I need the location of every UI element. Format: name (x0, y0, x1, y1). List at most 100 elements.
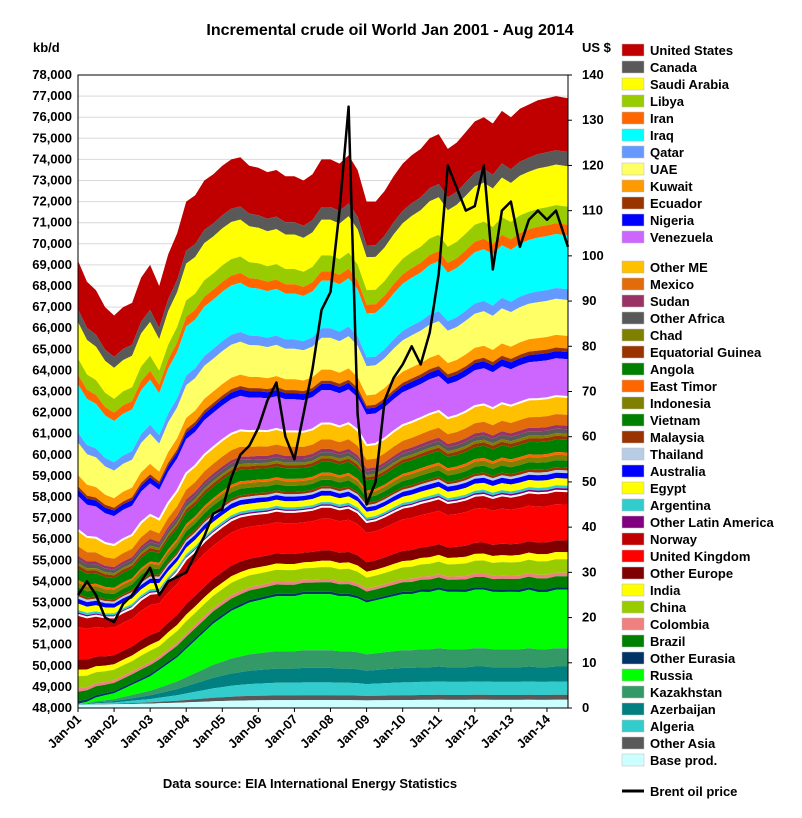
right-tick-label: 0 (582, 700, 589, 715)
legend-swatch (621, 413, 645, 427)
legend-label: Base prod. (650, 753, 717, 768)
left-tick-label: 50,000 (32, 658, 72, 673)
right-tick-label: 10 (582, 655, 596, 670)
legend-label: Other Eurasia (650, 651, 736, 666)
legend-label: Other Asia (650, 736, 716, 751)
legend-swatch (621, 294, 645, 308)
left-tick-label: 72,000 (32, 194, 72, 209)
legend-swatch (621, 179, 645, 193)
legend-swatch (621, 549, 645, 563)
legend-label: Russia (650, 668, 693, 683)
legend-swatch (621, 600, 645, 614)
left-tick-label: 75,000 (32, 130, 72, 145)
area-separator-line (77, 395, 569, 547)
brent-price-line (76, 105, 570, 624)
right-tick-label: 50 (582, 474, 596, 489)
legend-swatch (621, 345, 645, 359)
left-tick-label: 55,000 (32, 552, 72, 567)
area-nigeria (78, 351, 568, 517)
legend-label: Saudi Arabia (650, 77, 730, 92)
left-tick-label: 57,000 (32, 510, 72, 525)
area-mexico (78, 414, 568, 568)
legend: United States Canada Saudi Arabia Libya Iran… (621, 43, 775, 799)
legend-label: Nigeria (650, 213, 695, 228)
legend-label: Qatar (650, 145, 684, 160)
left-tick-label: 66,000 (32, 320, 72, 335)
right-tick-label: 60 (582, 429, 596, 444)
legend-label: Algeria (650, 719, 695, 734)
area-kuwait (78, 334, 568, 508)
chart-title: Incremental crude oil World Jan 2001 - A… (206, 22, 573, 39)
legend-label: Colombia (650, 617, 710, 632)
legend-label: Sudan (650, 294, 690, 309)
left-tick-label: 63,000 (32, 384, 72, 399)
legend-swatch (621, 43, 645, 57)
area-other-asia (78, 694, 568, 705)
legend-label: Norway (650, 532, 698, 547)
area-iraq (78, 234, 568, 463)
area-other-me (78, 396, 568, 559)
legend-label: Angola (650, 362, 695, 377)
legend-swatch (621, 736, 645, 750)
legend-label: Argentina (650, 498, 711, 513)
right-tick-label: 70 (582, 384, 596, 399)
area-norway (78, 490, 568, 629)
legend-label: Brazil (650, 634, 685, 649)
left-tick-label: 62,000 (32, 405, 72, 420)
right-tick-label: 120 (582, 157, 604, 172)
legend-label: Mexico (650, 277, 694, 292)
right-tick-label: 90 (582, 293, 596, 308)
left-tick-label: 49,000 (32, 679, 72, 694)
left-tick-label: 58,000 (32, 489, 72, 504)
right-tick-label: 110 (582, 203, 603, 218)
left-tick-label: 67,000 (32, 299, 72, 314)
left-tick-label: 51,000 (32, 637, 72, 652)
legend-swatch (621, 566, 645, 580)
legend-label: UAE (650, 162, 678, 177)
legend-swatch (621, 196, 645, 210)
data-source-note: Data source: EIA International Energy St… (163, 776, 457, 791)
left-tick-label: 68,000 (32, 278, 72, 293)
legend-swatch (621, 685, 645, 699)
brent-price-path (76, 105, 570, 624)
area-base-prod- (78, 699, 568, 708)
legend-label: Kazakhstan (650, 685, 722, 700)
legend-label: United States (650, 43, 733, 58)
left-tick-label: 61,000 (32, 426, 72, 441)
area-algeria (78, 681, 568, 705)
right-tick-label: 20 (582, 610, 596, 625)
legend-swatch (621, 515, 645, 529)
legend-swatch (621, 532, 645, 546)
area-kazakhstan (78, 648, 568, 705)
legend-label: United Kingdom (650, 549, 750, 564)
legend-label: Canada (650, 60, 698, 75)
left-tick-label: 52,000 (32, 616, 72, 631)
left-tick-label: 54,000 (32, 573, 72, 588)
right-axis-unit: US $ (582, 40, 612, 55)
area-qatar (78, 288, 568, 471)
legend-label: Egypt (650, 481, 687, 496)
left-tick-label: 59,000 (32, 468, 72, 483)
right-tick-label: 140 (582, 67, 604, 82)
area-angola (78, 439, 568, 588)
legend-swatch (621, 651, 645, 665)
legend-swatch (621, 430, 645, 444)
area-china (78, 559, 568, 689)
left-tick-label: 64,000 (32, 362, 72, 377)
legend-swatch (621, 702, 645, 716)
area-other-europe (78, 540, 568, 670)
legend-swatch (621, 60, 645, 74)
legend-swatch (621, 94, 645, 108)
legend-label: Indonesia (650, 396, 711, 411)
legend-label: China (650, 600, 687, 615)
left-tick-label: 73,000 (32, 173, 72, 188)
legend-label: Malaysia (650, 430, 705, 445)
legend-label: Kuwait (650, 179, 693, 194)
left-tick-label: 78,000 (32, 67, 72, 82)
legend-swatch (621, 379, 645, 393)
legend-swatch (621, 668, 645, 682)
legend-label: Brent oil price (650, 784, 737, 799)
legend-swatch (621, 260, 645, 274)
area-uae (78, 298, 568, 499)
legend-swatch (621, 362, 645, 376)
